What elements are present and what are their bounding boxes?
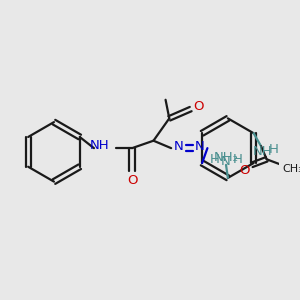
Text: NH₂: NH₂: [214, 151, 239, 164]
Text: N: N: [221, 155, 231, 168]
Text: NH: NH: [90, 139, 109, 152]
Text: O: O: [239, 164, 250, 177]
Text: O: O: [127, 174, 137, 187]
Text: N: N: [174, 140, 184, 153]
Text: H: H: [210, 153, 220, 166]
Text: NH: NH: [253, 146, 273, 158]
Text: N: N: [195, 140, 205, 153]
Text: CH₃: CH₃: [282, 164, 300, 174]
Text: H: H: [232, 153, 242, 166]
Text: O: O: [193, 100, 203, 113]
Text: H: H: [269, 142, 279, 156]
